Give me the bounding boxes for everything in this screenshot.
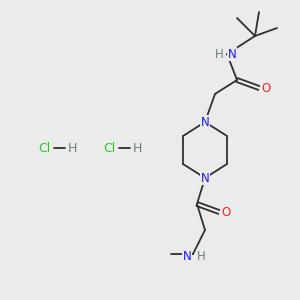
Text: H: H: [133, 142, 142, 154]
Text: H: H: [196, 250, 206, 262]
Text: N: N: [201, 172, 209, 184]
Text: N: N: [228, 47, 236, 61]
Text: Cl: Cl: [103, 142, 115, 154]
Text: O: O: [221, 206, 231, 218]
Text: H: H: [68, 142, 77, 154]
Text: Cl: Cl: [38, 142, 50, 154]
Text: N: N: [201, 116, 209, 128]
Text: O: O: [261, 82, 271, 94]
Text: N: N: [183, 250, 191, 262]
Text: H: H: [214, 47, 224, 61]
